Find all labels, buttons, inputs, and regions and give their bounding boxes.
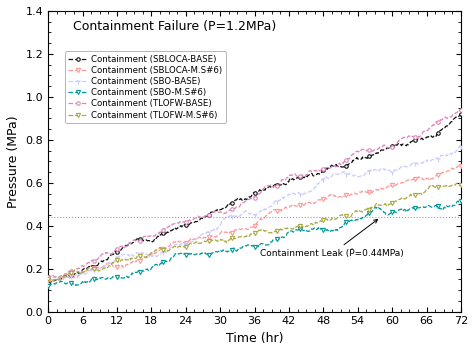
Y-axis label: Pressure (MPa): Pressure (MPa): [7, 115, 20, 208]
Text: Containment Leak (Ṗ=0.44MPa): Containment Leak (Ṗ=0.44MPa): [260, 219, 404, 258]
Text: Containment Failure (P=1.2MPa): Containment Failure (P=1.2MPa): [73, 20, 276, 33]
X-axis label: Time (hr): Time (hr): [226, 332, 283, 345]
Legend: Containment (SBLOCA-BASE), Containment (SBLOCA-M.S#6), Containment (SBO-BASE), C: Containment (SBLOCA-BASE), Containment (…: [65, 51, 226, 123]
